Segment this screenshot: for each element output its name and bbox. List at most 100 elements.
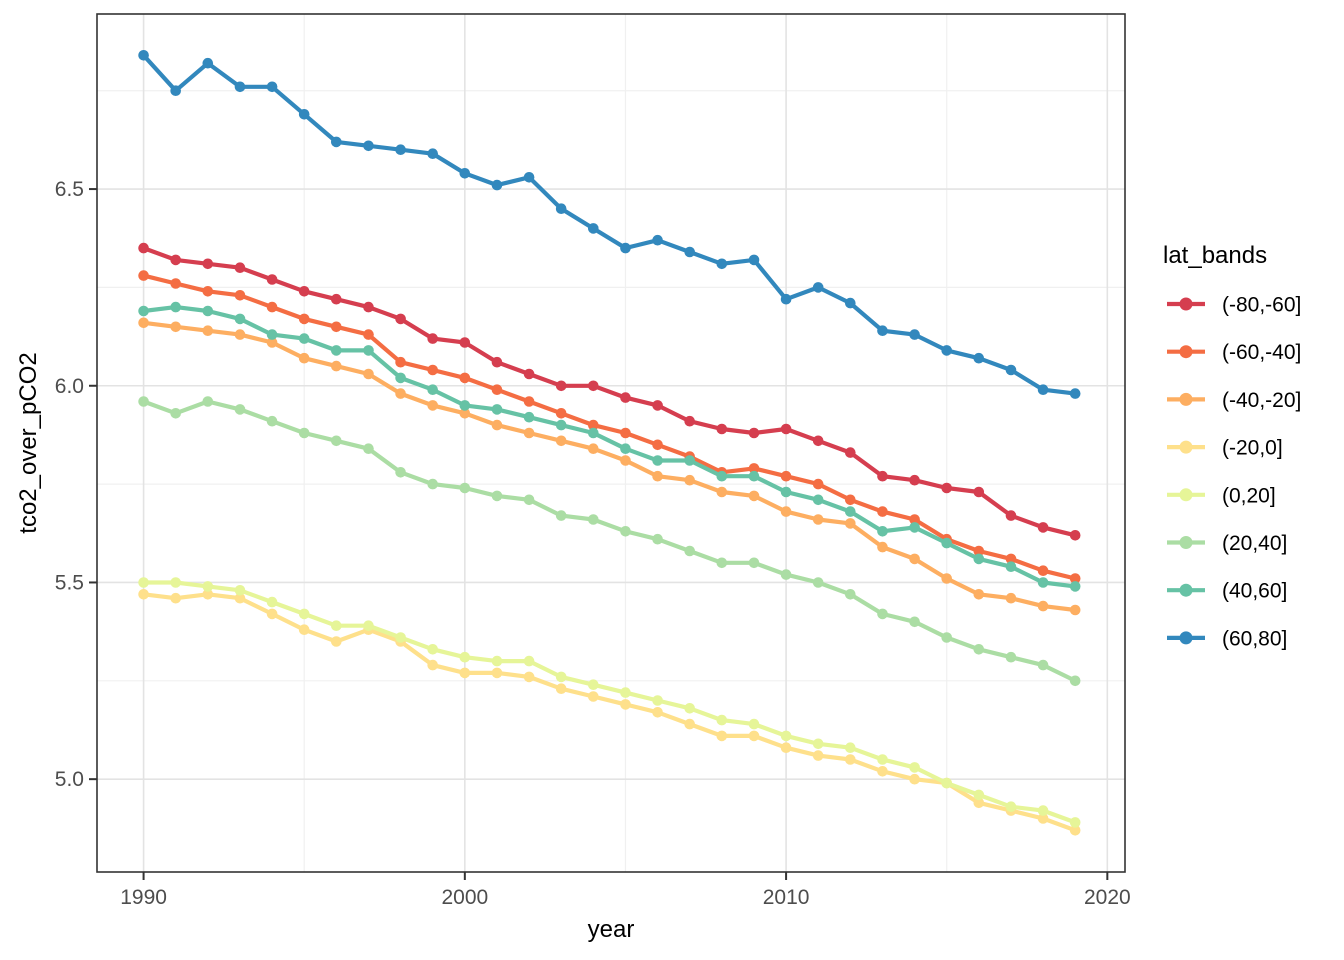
data-point	[331, 636, 342, 647]
data-point	[395, 356, 406, 368]
data-point	[331, 136, 342, 148]
data-point	[684, 455, 695, 466]
data-point	[973, 789, 985, 801]
data-point	[973, 486, 985, 498]
legend-item-label: (-40,-20]	[1222, 389, 1301, 412]
series-line	[141, 246, 1078, 538]
data-point	[812, 738, 824, 750]
data-point	[523, 494, 535, 506]
legend-item-label: (60,80]	[1222, 627, 1287, 650]
data-point	[652, 533, 663, 545]
data-point	[1005, 592, 1017, 604]
data-point	[234, 329, 246, 340]
data-point	[748, 718, 760, 730]
data-point	[780, 569, 792, 580]
data-point	[588, 514, 599, 525]
data-point	[202, 286, 214, 297]
data-point	[812, 494, 824, 506]
data-point	[973, 644, 985, 655]
data-point	[812, 478, 824, 490]
data-point	[234, 262, 246, 274]
data-point	[845, 506, 856, 517]
data-point	[652, 470, 663, 482]
data-point	[845, 297, 856, 309]
data-point	[234, 290, 246, 301]
series--80-60	[138, 242, 1081, 541]
data-point	[523, 671, 535, 683]
data-point	[748, 470, 760, 482]
data-point	[684, 474, 695, 486]
data-point	[1037, 805, 1049, 816]
data-point	[266, 608, 278, 620]
data-point	[973, 797, 985, 809]
data-point	[170, 408, 181, 419]
series-line	[141, 399, 1078, 683]
data-point	[202, 396, 214, 407]
data-point	[973, 589, 985, 600]
data-point	[812, 435, 824, 447]
data-point	[234, 404, 246, 415]
panel-border	[96, 13, 1126, 873]
legend-item: (-60,-40]	[1167, 341, 1301, 364]
data-point	[909, 329, 920, 340]
data-point	[523, 396, 535, 407]
data-point	[363, 140, 374, 152]
legend-key-point	[1179, 583, 1193, 597]
data-point	[780, 742, 792, 753]
data-point	[491, 356, 503, 368]
series-line	[141, 320, 1078, 613]
legend-item: (-20,0]	[1167, 437, 1283, 460]
legend-item-label: (40,60]	[1222, 580, 1287, 603]
legend-item-label: (0,20]	[1222, 484, 1276, 507]
data-point	[620, 526, 631, 537]
data-point	[812, 577, 824, 588]
legend-key-point	[1179, 488, 1193, 502]
data-point	[555, 380, 567, 392]
data-point	[716, 470, 728, 482]
data-point	[877, 541, 888, 553]
data-point	[266, 301, 278, 313]
data-point	[780, 423, 792, 435]
data-point	[652, 695, 663, 706]
data-point	[748, 427, 760, 439]
data-point	[395, 388, 406, 399]
data-point	[973, 545, 985, 557]
data-point	[138, 50, 149, 61]
data-point	[716, 714, 728, 726]
data-point	[1005, 651, 1017, 663]
data-point	[298, 109, 310, 120]
data-point	[266, 274, 278, 285]
data-point	[138, 270, 149, 281]
data-point	[459, 408, 471, 419]
y-tick-label: 5.5	[55, 571, 84, 594]
data-point	[170, 301, 181, 313]
data-point	[588, 419, 599, 431]
data-point	[298, 608, 310, 620]
data-point	[363, 301, 374, 313]
data-point	[1037, 384, 1049, 396]
data-point	[202, 589, 214, 600]
data-point	[427, 333, 439, 344]
data-point	[523, 172, 535, 183]
y-tick-label: 5.0	[55, 768, 84, 791]
data-point	[620, 687, 631, 698]
data-point	[748, 254, 760, 266]
data-point	[331, 321, 342, 333]
data-point	[491, 404, 503, 415]
data-point	[1069, 581, 1081, 592]
data-point	[845, 494, 856, 506]
data-point	[298, 286, 310, 297]
data-point	[138, 589, 149, 600]
data-point	[331, 620, 342, 631]
data-point	[491, 419, 503, 431]
data-point	[266, 415, 278, 427]
data-point	[877, 325, 888, 337]
data-point	[266, 81, 278, 93]
series-line	[141, 53, 1078, 396]
legend-title: lat_bands	[1163, 242, 1267, 269]
data-point	[555, 671, 567, 683]
data-point	[202, 57, 214, 69]
legend-item-label: (-60,-40]	[1222, 341, 1301, 364]
data-point	[138, 317, 149, 329]
